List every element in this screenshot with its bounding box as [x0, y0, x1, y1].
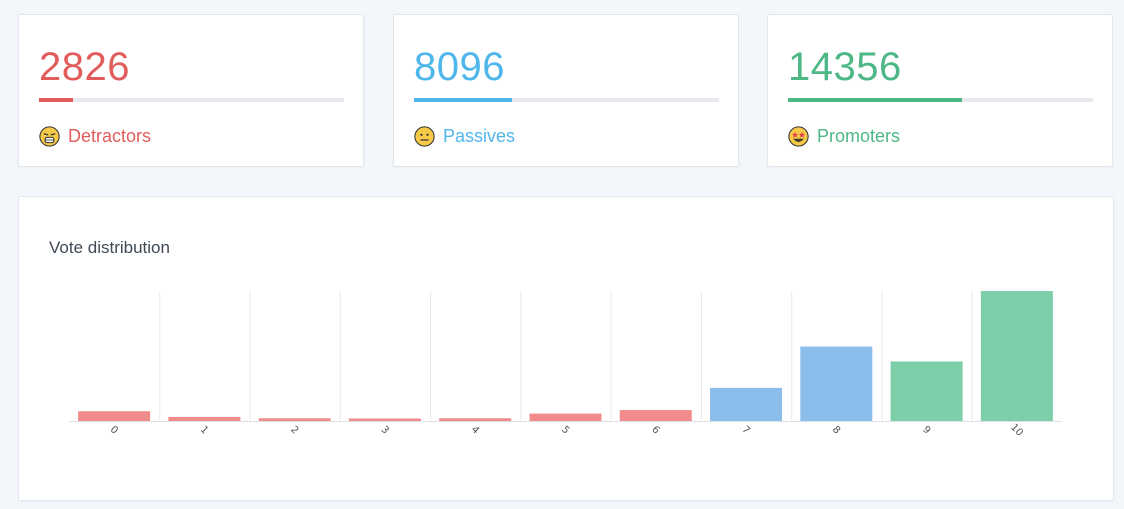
neutral-face-icon [414, 125, 435, 147]
chart-title: Vote distribution [49, 238, 170, 257]
passives-progress-track [414, 98, 719, 102]
promoters-card: 14356 Promoters [767, 14, 1113, 167]
bar-1[interactable] [168, 416, 241, 421]
detractors-count: 2826 [39, 45, 130, 89]
detractors-label: Detractors [68, 125, 152, 146]
detractors-progress-fill [39, 98, 73, 102]
x-tick-label: 0 [108, 424, 120, 436]
promoters-progress-fill [788, 98, 962, 102]
detractors-card: 2826 Detractors [18, 14, 364, 167]
star-struck-icon [788, 125, 809, 147]
promoters-label-row: Promoters [788, 125, 900, 147]
x-tick-label: 7 [740, 424, 752, 436]
bar-0[interactable] [78, 411, 151, 421]
bar-2[interactable] [258, 418, 331, 421]
x-tick-label: 3 [378, 424, 390, 436]
vote-distribution-card: Vote distribution 0 1 2 3 4 5 6 7 8 9 10 [18, 196, 1114, 501]
detractors-label-row: Detractors [39, 125, 151, 147]
bar-5[interactable] [529, 413, 602, 421]
passives-card: 8096 Passives [393, 14, 739, 167]
bar-8[interactable] [800, 346, 873, 421]
x-tick-label: 10 [1008, 422, 1025, 439]
bar-7[interactable] [710, 387, 783, 421]
vote-distribution-chart: 0 1 2 3 4 5 6 7 8 9 10 [69, 291, 1062, 439]
x-tick-label: 9 [920, 424, 932, 436]
bar-4[interactable] [439, 418, 512, 421]
bar-10[interactable] [980, 291, 1053, 421]
detractors-progress-track [39, 98, 344, 102]
passives-count: 8096 [414, 45, 505, 89]
bar-9[interactable] [890, 361, 963, 421]
promoters-label: Promoters [817, 125, 901, 146]
passives-progress-fill [414, 98, 512, 102]
x-tick-label: 2 [288, 424, 300, 436]
bar-6[interactable] [619, 410, 692, 421]
bar-3[interactable] [348, 418, 421, 421]
passives-label-row: Passives [414, 125, 515, 147]
passives-label: Passives [443, 125, 516, 146]
x-tick-label: 1 [198, 424, 210, 436]
x-tick-label: 5 [559, 424, 571, 436]
x-tick-label: 6 [649, 424, 661, 436]
x-tick-label: 8 [830, 424, 842, 436]
promoters-count: 14356 [788, 45, 902, 89]
weary-face-icon [39, 125, 60, 147]
x-tick-label: 4 [469, 424, 481, 436]
promoters-progress-track [788, 98, 1093, 102]
